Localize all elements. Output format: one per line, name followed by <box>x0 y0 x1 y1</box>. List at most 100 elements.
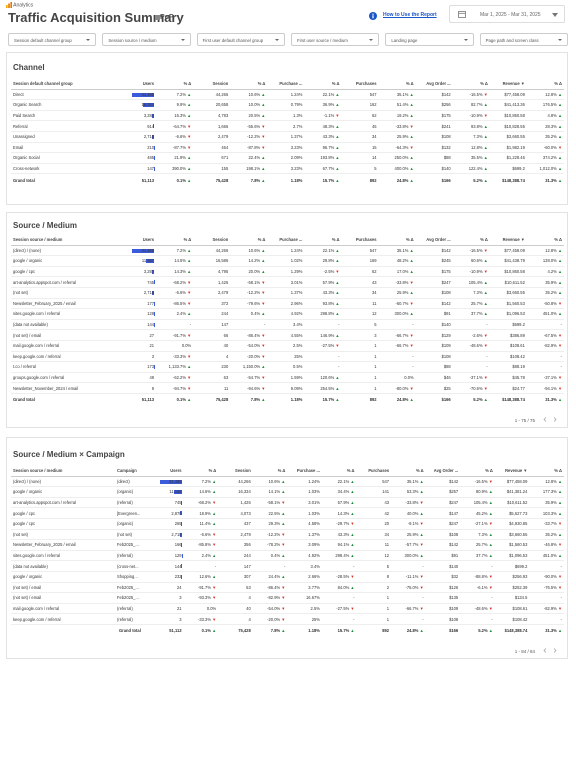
table-row[interactable]: Newsletter_February_2025 / email Feb2025_… <box>11 539 564 551</box>
cell: 22.1% ▲ <box>304 245 342 257</box>
filter-dropdown[interactable]: First user source / medium <box>290 33 380 46</box>
filter-dropdown[interactable]: Session source / medium <box>102 33 191 46</box>
table-row[interactable]: google / organic (organic) 11,158 14.6% ▲ 16… <box>11 486 564 498</box>
table-row[interactable]: Cross-network 147 390.0% ▲ 155 198.1% ▲ 3.23%… <box>11 163 564 175</box>
column-header[interactable]: % Δ <box>460 466 495 477</box>
column-header[interactable]: % Δ <box>230 235 268 246</box>
column-header[interactable]: % Δ <box>526 79 564 90</box>
column-header[interactable]: Session <box>218 466 253 477</box>
column-header[interactable]: % Δ <box>378 235 416 246</box>
table-row[interactable]: (not set) (not set) 2,718 -6.6% ▼ 2,479 -12.2… <box>11 529 564 541</box>
column-header[interactable]: % Δ <box>156 235 194 246</box>
column-header[interactable]: Avg Order ... <box>425 466 461 477</box>
table-row[interactable]: (not set) / email 27 -91.7% ▼ 66 -86.4% ▼ 4.5… <box>11 329 564 341</box>
column-header[interactable]: Purchases <box>341 235 379 246</box>
table-row[interactable]: sites.google.com / referral 129 2.4% ▲ 244 0… <box>11 308 564 320</box>
cell: -91.7% ▼ <box>183 582 219 594</box>
cell: $91 <box>415 308 453 320</box>
cell: $241 <box>415 120 453 132</box>
column-header[interactable]: Revenue ▼ <box>489 235 527 246</box>
page-nav[interactable] <box>543 417 557 423</box>
table-row[interactable]: google / organic Shopping... 232 12.6% ▲ 307… <box>11 571 564 583</box>
column-header[interactable]: Purchase ... <box>287 466 322 477</box>
column-header[interactable]: Purchase ... <box>267 235 305 246</box>
column-header[interactable]: Revenue ▼ <box>494 466 530 477</box>
table-row[interactable]: google / cpc 3,287 14.3% ▲ 4,795 20.0% ▲ 1.29… <box>11 266 564 278</box>
cell: $41,413.36 <box>489 99 527 111</box>
column-header[interactable]: Revenue ▼ <box>489 79 527 90</box>
table-row[interactable]: (direct) / (none) (direct) 31,465 7.2% ▲ 44,… <box>11 476 564 488</box>
table-row[interactable]: google / cpc [Evergreen... 2,870 18.9% ▲ 4,0… <box>11 507 564 519</box>
column-header[interactable]: Purchases <box>341 79 379 90</box>
cell: 93.8% ▲ <box>304 298 342 310</box>
table-row[interactable]: Referral 914 -64.7% ▼ 1,666 -55.6% ▼ 2.7% 48.3… <box>11 120 564 132</box>
cell: -27.1% ▼ <box>460 518 495 530</box>
table-row[interactable]: (direct) / (none) 31,465 7.2% ▲ 44,266 10.6%… <box>11 245 564 257</box>
table-row[interactable]: Organic Social 485 21.9% ▲ 671 22.4% ▲ 2.09% 1… <box>11 152 564 164</box>
table-row[interactable]: Paid Search 3,284 15.3% ▲ 4,783 20.5% ▲ 1.3% -… <box>11 110 564 122</box>
table-row[interactable]: t.co / referral 173 1,133.7% ▲ 230 1,150.0% … <box>11 361 564 373</box>
cell: 53 <box>218 582 253 594</box>
filter-dropdown[interactable]: Session default channel group <box>8 33 97 46</box>
column-header[interactable]: % Δ <box>526 235 564 246</box>
table-row[interactable]: art-analytics.appspot.com / referral 745-… <box>11 276 564 288</box>
column-header[interactable]: Avg Order ... <box>415 235 453 246</box>
column-header[interactable]: % Δ <box>183 466 219 477</box>
table-row[interactable]: mail.google.com / referral 21 0.0% 40 -54.0%… <box>11 340 564 352</box>
column-header[interactable]: % Δ <box>321 466 357 477</box>
table-row[interactable]: keep.google.com / referral 3 -33.3% ▼ 4 -20.… <box>11 351 564 363</box>
date-picker[interactable]: Mar 1, 2025 - Mar 31, 2025 <box>449 5 565 23</box>
cell: 27 <box>119 329 157 341</box>
cell: 40 <box>218 603 253 615</box>
column-header[interactable]: % Δ <box>304 235 342 246</box>
table-row[interactable]: (not set) 2,718 -6.6% ▼ 2,479 -12.2% ▼ 1.37% 4… <box>11 287 564 299</box>
table-row[interactable]: Newsletter_November_2024 / email 9 -94.7% … <box>11 382 564 394</box>
table-row[interactable]: art-analytics.appspot.com / referral (ref… <box>11 497 564 509</box>
column-header[interactable]: Purchases <box>356 466 392 477</box>
table-row[interactable]: (not set) / email Feb2025_... 3 -93.3% ▼ 4 -8… <box>11 592 564 604</box>
table-row[interactable]: Direct 31,465 7.2% ▲ 44,266 10.6% ▲ 1.24% 22.1… <box>11 89 564 101</box>
column-header[interactable]: Purchase ... <box>267 79 305 90</box>
table-row[interactable]: (data not available) (cross-net... 144-147… <box>11 560 564 572</box>
total-cell: 892 <box>356 623 392 637</box>
cell: -12.2% ▼ <box>230 287 268 299</box>
table-row[interactable]: (data not available) 144-147-3.4% -5- $140-… <box>11 319 564 331</box>
column-header[interactable]: % Δ <box>378 79 416 90</box>
filter-dropdown[interactable]: Page path and screen class <box>479 33 568 46</box>
column-header[interactable]: Session <box>193 79 231 90</box>
filter-dropdown[interactable]: Landing page <box>385 33 474 46</box>
cell: -68.2% ▼ <box>156 276 194 288</box>
column-header[interactable]: Avg Order ... <box>415 79 453 90</box>
table-row[interactable]: Organic Search 16,324 9.9% ▲ 20,658 10.0% ▲ 0… <box>11 99 564 111</box>
table-row[interactable]: groups.google.com / referral 49 -62.2% ▼ 63… <box>11 372 564 384</box>
column-header[interactable]: Session <box>193 235 231 246</box>
cell: -12.2% ▼ <box>252 529 288 541</box>
help-link-text[interactable]: How to Use the Report <box>383 12 437 18</box>
page-nav[interactable] <box>543 648 557 654</box>
column-header[interactable]: % Δ <box>304 79 342 90</box>
column-header[interactable]: % Δ <box>452 235 490 246</box>
table-row[interactable]: Newsletter_February_2025 / email 177 -86.5… <box>11 298 564 310</box>
cell: 1.24% <box>267 245 305 257</box>
cell: 57.9% ▲ <box>304 276 342 288</box>
column-header[interactable]: % Δ <box>156 79 194 90</box>
column-header[interactable]: % Δ <box>252 466 288 477</box>
page-arrows[interactable] <box>543 648 557 653</box>
table-row[interactable]: keep.google.com / referral (referral) 3 -33… <box>11 613 564 625</box>
column-header[interactable]: % Δ <box>529 466 564 477</box>
table-row[interactable]: google / cpc (organic) 265 11.4% ▲ 437 29.3% … <box>11 518 564 530</box>
table-row[interactable]: (not set) / email Feb2025_... 24 -91.7% ▼ 53… <box>11 582 564 594</box>
table-row[interactable]: Unassigned 2,718 -6.6% ▼ 2,479 -12.2% ▼ 1.37%… <box>11 131 564 143</box>
table-row[interactable]: Email 210 -87.7% ▼ 464 -87.8% ▼ 3.23% 96.7% ▲ 1… <box>11 142 564 154</box>
cell: 48.3% ▲ <box>304 120 342 132</box>
cell: $175 <box>415 110 453 122</box>
column-header[interactable]: % Δ <box>230 79 268 90</box>
table-row[interactable]: sites.google.com / referral (referral) 129… <box>11 550 564 562</box>
table-row[interactable]: google / organic 11,567 14.5% ▲ 16,586 14.2%… <box>11 255 564 267</box>
help-link[interactable]: How to Use the Report <box>370 12 437 18</box>
column-header[interactable]: % Δ <box>452 79 490 90</box>
table-row[interactable]: mail.google.com / referral (referral) 21 0.… <box>11 603 564 615</box>
page-arrows[interactable] <box>543 417 557 422</box>
column-header[interactable]: % Δ <box>391 466 426 477</box>
filter-dropdown[interactable]: First user default channel group <box>196 33 285 46</box>
